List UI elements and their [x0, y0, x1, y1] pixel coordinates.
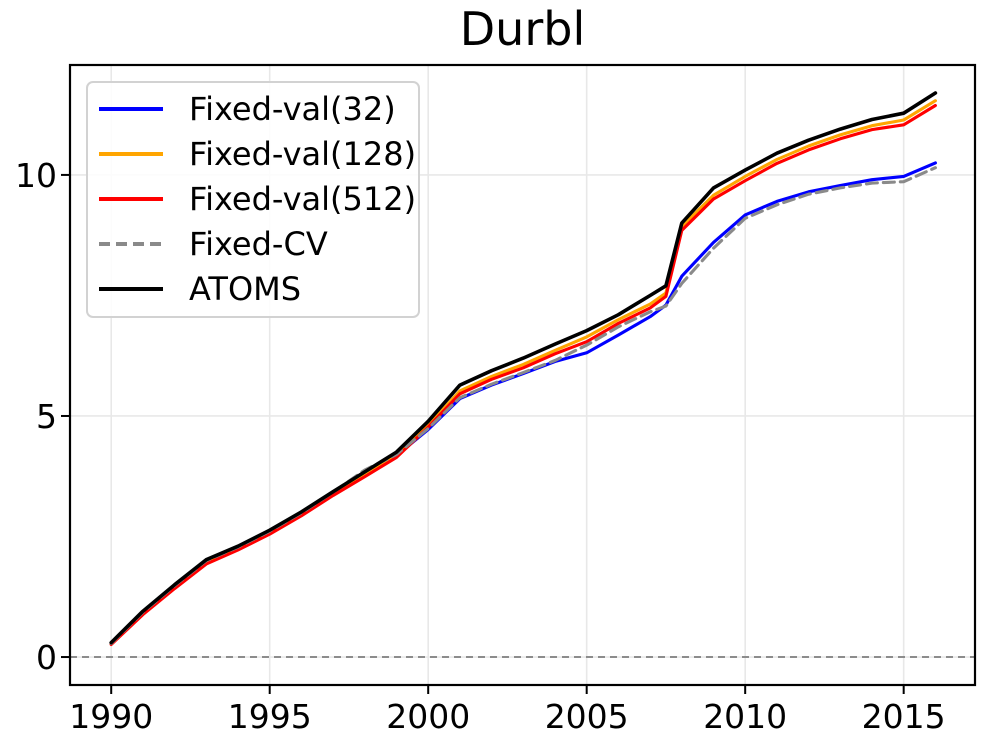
legend-item-fixed-val-512: Fixed-val(512) — [88, 176, 418, 221]
legend-swatch-fixed-cv — [99, 241, 163, 246]
series-line-fixed-val-512 — [109, 103, 937, 647]
x-tick-label: 2005 — [545, 697, 629, 736]
y-tick-label: 10 — [15, 156, 57, 195]
y-tick-label: 0 — [36, 638, 57, 677]
legend-swatch-fixed-val-32 — [99, 106, 163, 111]
legend-label: Fixed-val(32) — [189, 89, 396, 128]
x-tick-label: 2010 — [703, 697, 787, 736]
legend-item-fixed-cv: Fixed-CV — [88, 221, 418, 266]
x-tick-label: 1995 — [228, 697, 312, 736]
chart-title: Durbl — [459, 2, 586, 56]
legend-item-fixed-val-128: Fixed-val(128) — [88, 131, 418, 176]
series-line-atoms — [109, 91, 938, 645]
legend-label: Fixed-val(128) — [189, 134, 417, 173]
x-tick-label: 2015 — [862, 697, 946, 736]
plot-border — [68, 63, 977, 687]
legend-label: Fixed-val(512) — [189, 179, 417, 218]
x-tick-label: 2000 — [386, 697, 470, 736]
legend-swatch-fixed-val-128 — [99, 151, 163, 156]
legend-swatch-fixed-val-512 — [99, 196, 163, 201]
legend-label: Fixed-CV — [189, 224, 328, 263]
legend-item-atoms: ATOMS — [88, 266, 418, 311]
legend: Fixed-val(32) Fixed-val(128) Fixed-val(512… — [86, 81, 420, 318]
legend-item-fixed-val-32: Fixed-val(32) — [88, 86, 418, 131]
legend-label: ATOMS — [189, 269, 302, 308]
x-tick-label: 1990 — [69, 697, 153, 736]
legend-swatch-atoms — [99, 286, 163, 291]
y-tick-label: 5 — [36, 397, 57, 436]
